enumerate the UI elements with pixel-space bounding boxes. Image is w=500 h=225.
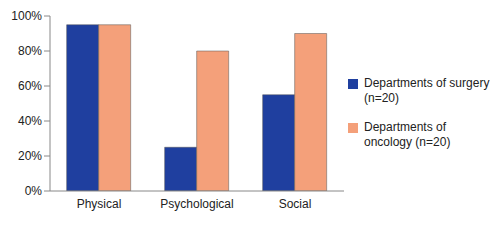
- svg-text:100%: 100%: [11, 9, 42, 23]
- html-text:Departments of oncology (n=20): Departments of oncology (n=20): [364, 119, 451, 149]
- svg-text:Physical: Physical: [77, 197, 122, 211]
- svg-text:20%: 20%: [18, 149, 42, 163]
- svg-text:40%: 40%: [18, 114, 42, 128]
- svg-text:80%: 80%: [18, 44, 42, 58]
- svg-text:0%: 0%: [25, 184, 43, 198]
- html-text:Departments of surgery (n=20): Departments of surgery (n=20): [364, 75, 490, 105]
- svg-text:Social: Social: [279, 197, 312, 211]
- svg-text:Psychological: Psychological: [160, 197, 233, 211]
- svg-text:60%: 60%: [18, 79, 42, 93]
